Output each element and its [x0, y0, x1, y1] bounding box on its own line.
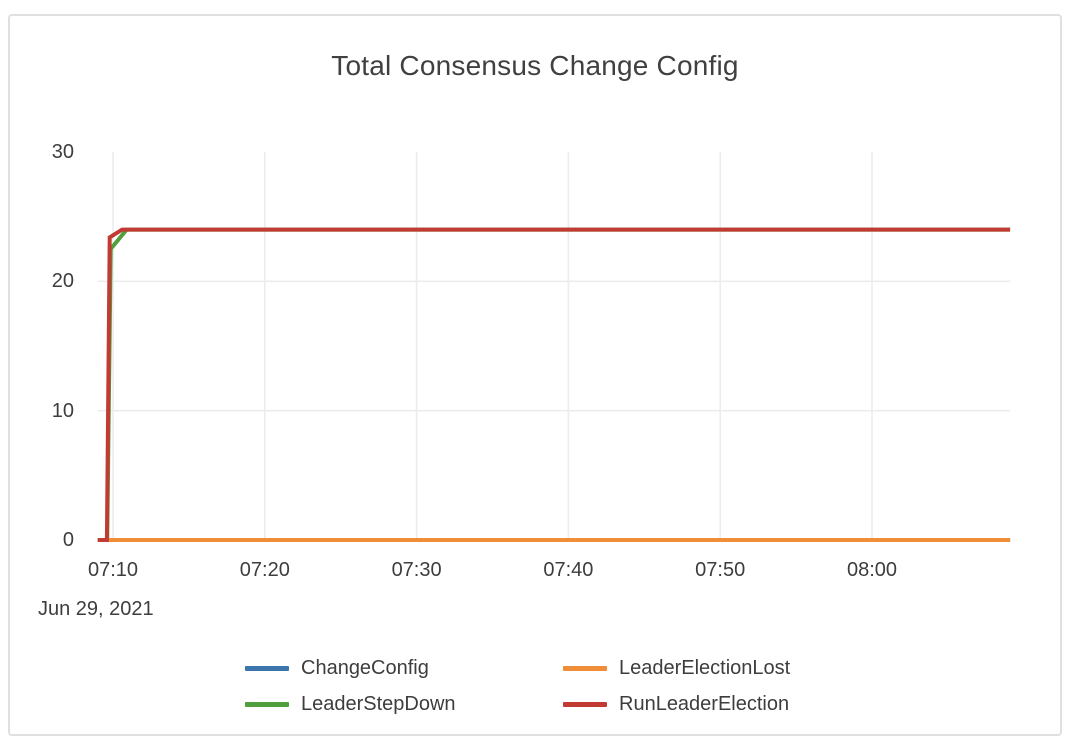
legend-swatch — [245, 665, 289, 671]
legend-item-leaderstepdown[interactable]: LeaderStepDown — [245, 691, 456, 717]
series-line-leaderstepdown — [97, 227, 1011, 542]
y-axis-tick-label: 0 — [62, 529, 74, 551]
x-axis-tick-label: 08:00 — [846, 559, 898, 581]
x-axis-tick-label: 07:10 — [87, 559, 139, 581]
chart-title: Total Consensus Change Config — [331, 50, 739, 81]
legend-swatch — [563, 701, 607, 707]
series-line-runleaderelection — [97, 227, 1011, 542]
x-axis-tick-label: 07:30 — [391, 559, 442, 581]
x-axis-tick-label: 07:20 — [239, 559, 290, 581]
legend-swatch — [245, 701, 289, 707]
y-axis-tick-label: 30 — [51, 141, 74, 163]
legend-swatch — [563, 665, 607, 671]
y-axis-tick-label: 10 — [51, 399, 74, 422]
y-axis-tick-label: 20 — [51, 270, 74, 293]
chart-card — [8, 14, 1062, 736]
axis-date-label: Jun 29, 2021 — [38, 598, 154, 620]
x-axis-tick-label: 07:40 — [543, 559, 594, 581]
legend-item-changeconfig[interactable]: ChangeConfig — [245, 655, 429, 681]
legend-item-label: LeaderElectionLost — [619, 656, 791, 679]
legend-item-label: RunLeaderElection — [619, 692, 790, 715]
legend-item-leaderelectionlost[interactable]: LeaderElectionLost — [563, 655, 790, 681]
legend-item-runleaderelection[interactable]: RunLeaderElection — [563, 691, 789, 717]
x-axis-tick-label: 07:50 — [695, 559, 746, 581]
legend-item-label: LeaderStepDown — [301, 692, 456, 715]
legend-item-label: ChangeConfig — [301, 656, 429, 679]
